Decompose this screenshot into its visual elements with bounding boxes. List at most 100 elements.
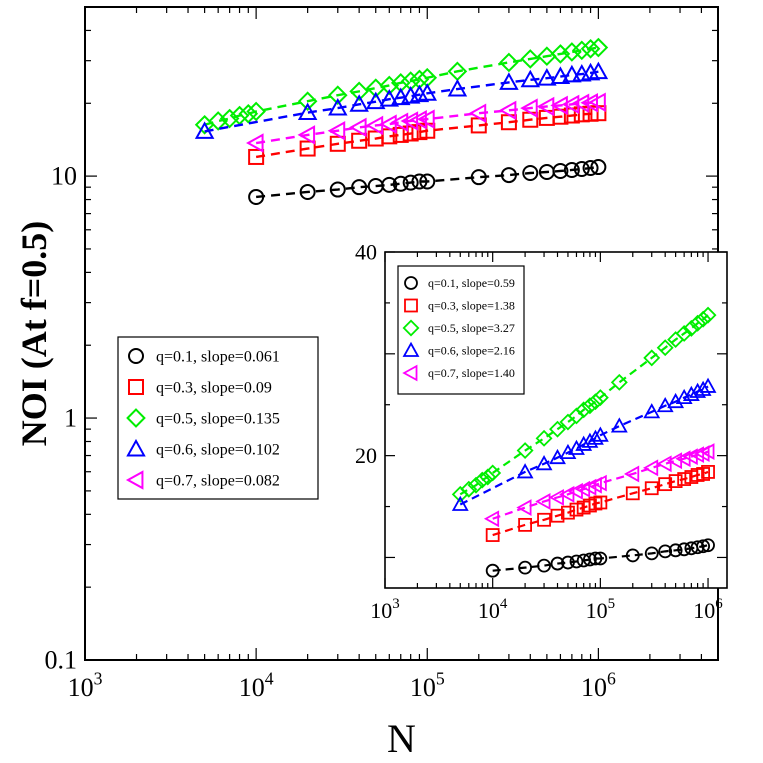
main-series-4-point-16 bbox=[571, 93, 590, 114]
main-series-4-point-18 bbox=[588, 92, 606, 112]
main-series-1-point-2 bbox=[329, 135, 346, 152]
main-series-4-point-2 bbox=[327, 120, 346, 141]
main-series-4-point-15 bbox=[561, 94, 580, 115]
inset-legend-label-4: q=0.7, slope=1.40 bbox=[428, 366, 515, 380]
main-legend-marker-2 bbox=[126, 408, 146, 428]
inset-series-1-point-2 bbox=[537, 512, 551, 527]
inset-series-0-point-13 bbox=[668, 543, 683, 558]
inset-series-3-point-12 bbox=[656, 396, 674, 413]
inset-series-3-point-5 bbox=[568, 439, 585, 455]
inset-series-0-point-1 bbox=[518, 560, 532, 575]
inset-series-0-point-5 bbox=[569, 554, 584, 569]
main-series-4-point-9 bbox=[417, 109, 435, 129]
inset-series-4 bbox=[483, 443, 715, 528]
inset-series-1-point-4 bbox=[561, 505, 575, 520]
inset-series-2-point-19 bbox=[675, 324, 693, 342]
inset-series-3-point-0 bbox=[451, 495, 469, 511]
inset-series-4-point-18 bbox=[699, 443, 715, 460]
main-series-4-point-17 bbox=[580, 93, 598, 113]
inset-series-2-point-15 bbox=[610, 373, 628, 391]
main-x-tick-label-3: 106 bbox=[581, 668, 616, 702]
inset-x-tick-label-3: 106 bbox=[693, 596, 723, 623]
main-legend-label-0: q=0.1, slope=0.061 bbox=[156, 349, 280, 366]
inset-series-2-point-3 bbox=[473, 471, 491, 489]
main-series-3-point-18 bbox=[588, 61, 609, 80]
inset-series-1-point-11 bbox=[644, 481, 659, 496]
main-series-0-point-12 bbox=[522, 165, 539, 182]
inset-series-3-fit-line bbox=[459, 385, 709, 506]
inset-series-0-point-17 bbox=[696, 539, 711, 554]
inset-series-0-point-18 bbox=[701, 538, 715, 553]
main-series-2-point-4 bbox=[238, 103, 259, 124]
inset-series-1-point-1 bbox=[518, 517, 532, 532]
inset-series-2-point-7 bbox=[535, 429, 553, 447]
inset-series-2-point-12 bbox=[581, 397, 599, 415]
inset-series-2-point-8 bbox=[549, 420, 566, 438]
main-series-0-point-14 bbox=[552, 162, 569, 179]
inset-series-4-fit-line bbox=[492, 450, 709, 520]
main-legend-marker-1 bbox=[128, 379, 144, 395]
main-series-0-point-1 bbox=[299, 183, 316, 200]
inset-series-3-point-8 bbox=[587, 429, 604, 445]
main-y-tick-label-1: 1 bbox=[64, 404, 77, 433]
inset-series-2-point-21 bbox=[689, 314, 707, 332]
inset-series-1-point-12 bbox=[658, 477, 673, 492]
inset-series-1-point-17 bbox=[696, 467, 711, 481]
inset-legend: q=0.1, slope=0.59 q=0.3, slope=1.38 q=0.5,… bbox=[397, 265, 525, 395]
inset-series-1-fit-line bbox=[492, 470, 709, 537]
inset-series-3-point-2 bbox=[535, 455, 553, 471]
inset-legend-marker-4 bbox=[402, 364, 418, 382]
main-series-3-point-1 bbox=[297, 102, 318, 121]
main-x-axis-label: N bbox=[387, 716, 416, 761]
main-series-4-point-8 bbox=[409, 109, 427, 130]
inset-series-3 bbox=[451, 377, 717, 511]
main-y-axis-label: NOI (At f=0.5) bbox=[14, 221, 54, 446]
inset-series-0-point-12 bbox=[658, 544, 673, 559]
inset-series-4-point-15 bbox=[682, 448, 698, 466]
main-series-2-point-8 bbox=[349, 81, 369, 102]
main-series-2-point-2 bbox=[219, 108, 240, 129]
inset-series-4-point-10 bbox=[624, 465, 640, 483]
inset-series-1-point-0 bbox=[485, 528, 500, 542]
inset-series-2-point-14 bbox=[591, 389, 609, 407]
main-series-3-point-12 bbox=[520, 69, 541, 88]
main-x-tick-label-2: 105 bbox=[410, 668, 445, 702]
main-series-3 bbox=[194, 61, 609, 139]
main-legend-label-2: q=0.5, slope=0.135 bbox=[156, 411, 280, 428]
inset-series-4-point-11 bbox=[642, 459, 659, 477]
main-series-2-point-1 bbox=[208, 111, 228, 131]
inset-series-1-point-9 bbox=[593, 495, 608, 510]
inset-series-2-point-20 bbox=[682, 319, 700, 337]
main-series-4 bbox=[246, 92, 606, 153]
main-series-1-point-6 bbox=[392, 126, 409, 143]
inset-series-0-point-0 bbox=[485, 563, 500, 578]
inset-series-3-point-11 bbox=[643, 403, 661, 419]
inset-series-4-point-2 bbox=[535, 493, 551, 510]
main-legend-label-3: q=0.6, slope=0.102 bbox=[156, 442, 280, 459]
inset-series-4-point-16 bbox=[688, 446, 705, 464]
inset-series-0-point-8 bbox=[588, 551, 603, 566]
main-series-3-point-3 bbox=[349, 94, 369, 112]
main-series-4-point-6 bbox=[390, 112, 409, 132]
inset-series-2-point-2 bbox=[467, 476, 485, 494]
main-series-2-point-21 bbox=[571, 40, 592, 61]
inset-series-1-point-3 bbox=[550, 508, 565, 523]
main-series-0-point-3 bbox=[351, 179, 368, 196]
inset-plot-frame bbox=[384, 251, 728, 589]
inset-legend-marker-2 bbox=[402, 319, 420, 337]
inset-series-3-point-15 bbox=[682, 385, 700, 401]
main-series-4-point-12 bbox=[520, 98, 538, 118]
inset-series-0-point-11 bbox=[644, 546, 659, 561]
inset-legend-label-3: q=0.6, slope=2.16 bbox=[428, 344, 515, 358]
inset-series-2-point-17 bbox=[656, 339, 674, 357]
inset-series-4-point-1 bbox=[516, 499, 532, 516]
main-series-3-point-2 bbox=[328, 98, 348, 116]
main-x-tick-label-0: 103 bbox=[68, 668, 103, 702]
main-series-0-point-9 bbox=[419, 173, 436, 190]
main-series-0-point-15 bbox=[563, 161, 580, 178]
inset-series-4-point-9 bbox=[591, 474, 607, 492]
main-series-2-point-17 bbox=[520, 49, 541, 69]
main-series-2-point-6 bbox=[297, 91, 318, 112]
inset-series-3-point-18 bbox=[699, 377, 717, 393]
